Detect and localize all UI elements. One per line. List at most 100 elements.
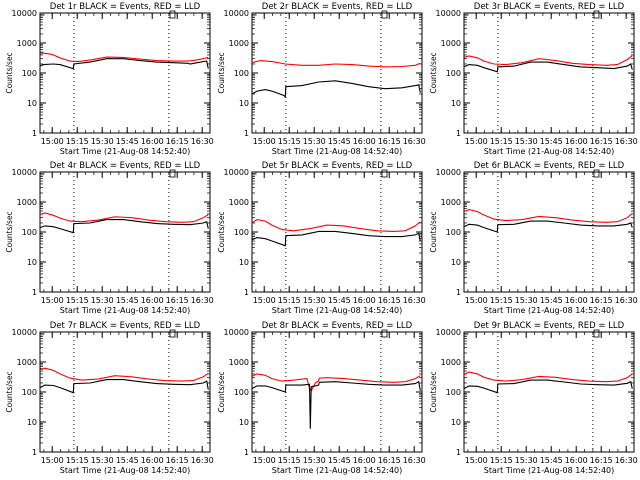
x-tick-label: 15:45 <box>328 456 351 465</box>
x-tick-label: 16:30 <box>403 296 426 305</box>
y-tick-label: 1000 <box>229 358 249 367</box>
series-line-events-black <box>251 230 421 247</box>
x-tick-label: 15:30 <box>515 137 538 146</box>
x-tick-label: 15:45 <box>328 137 351 146</box>
y-axis-label: Counts/sec <box>217 52 226 93</box>
series-line-lld-red <box>251 373 421 392</box>
x-tick-label: 15:30 <box>303 296 326 305</box>
panel-marker <box>381 329 388 338</box>
chart-panel-6: Det 6r BLACK = Events, RED = LLD 1 10 100 10… <box>429 161 638 315</box>
x-tick-label: 16:15 <box>166 137 189 146</box>
y-tick-label: 100 <box>22 69 37 78</box>
chart-title: Det 6r BLACK = Events, RED = LLD <box>474 161 625 171</box>
x-tick-label: 15:30 <box>91 296 114 305</box>
y-tick-label: 1000 <box>441 39 461 48</box>
y-tick-label: 10 <box>27 258 37 267</box>
x-tick-label: 16:30 <box>403 456 426 465</box>
x-tick-label: 15:00 <box>253 456 276 465</box>
y-tick-label: 10000 <box>12 9 37 18</box>
x-tick-label: 16:30 <box>191 137 214 146</box>
panel-marker <box>593 329 600 338</box>
x-tick-label: 16:30 <box>191 296 214 305</box>
x-tick-label: 15:15 <box>66 137 89 146</box>
x-tick-label: 15:15 <box>278 296 301 305</box>
x-tick-label: 15:45 <box>540 137 563 146</box>
chart-panel-2: Det 2r BLACK = Events, RED = LLD 1 10 100 10… <box>217 2 426 156</box>
y-tick-label: 1000 <box>17 39 37 48</box>
y-tick-label: 10000 <box>436 168 461 177</box>
x-tick-label: 16:00 <box>353 296 376 305</box>
x-tick-label: 15:45 <box>328 296 351 305</box>
y-tick-label: 10 <box>451 99 461 108</box>
y-tick-label: 100 <box>234 228 249 237</box>
series-line-lld-red <box>463 209 633 223</box>
series-line-events-black <box>39 379 209 394</box>
x-tick-label: 16:15 <box>378 296 401 305</box>
x-tick-label: 15:45 <box>540 456 563 465</box>
y-tick-label: 1000 <box>17 358 37 367</box>
y-tick-label: 1000 <box>229 198 249 207</box>
series-line-events-black <box>463 220 633 233</box>
y-tick-label: 10 <box>27 99 37 108</box>
x-tick-label: 15:45 <box>116 456 139 465</box>
y-axis-label: Counts/sec <box>5 371 14 412</box>
y-axis-label: Counts/sec <box>217 371 226 412</box>
panel-marker <box>593 169 600 178</box>
y-axis-label: Counts/sec <box>217 211 226 252</box>
y-tick-label: 10000 <box>436 328 461 337</box>
y-axis-label: Counts/sec <box>429 52 438 93</box>
y-tick-label: 100 <box>446 228 461 237</box>
y-tick-label: 10000 <box>224 168 249 177</box>
x-tick-label: 16:15 <box>378 456 401 465</box>
series-line-events-black <box>39 58 209 70</box>
x-tick-label: 15:00 <box>465 296 488 305</box>
chart-title: Det 9r BLACK = Events, RED = LLD <box>474 321 625 331</box>
x-tick-label: 15:15 <box>278 137 301 146</box>
series-line-events-black <box>463 379 633 394</box>
x-tick-label: 15:45 <box>116 137 139 146</box>
x-tick-label: 15:15 <box>490 296 513 305</box>
chart-title: Det 5r BLACK = Events, RED = LLD <box>262 161 413 171</box>
x-tick-label: 16:15 <box>378 137 401 146</box>
x-tick-label: 15:00 <box>41 296 64 305</box>
y-tick-label: 1 <box>456 288 461 297</box>
chart-panel-7: Det 7r BLACK = Events, RED = LLD 1 10 100 10… <box>5 321 214 475</box>
y-tick-label: 10 <box>27 418 37 427</box>
series-line-lld-red <box>463 55 633 66</box>
x-tick-label: 16:00 <box>141 137 164 146</box>
x-axis-label: Start Time (21-Aug-08 14:52:40) <box>272 306 403 315</box>
x-tick-label: 16:00 <box>141 296 164 305</box>
y-tick-label: 1 <box>32 448 37 457</box>
panel-marker <box>169 10 176 19</box>
x-tick-label: 15:00 <box>465 456 488 465</box>
y-tick-label: 1 <box>244 288 249 297</box>
x-axis-label: Start Time (21-Aug-08 14:52:40) <box>484 147 615 156</box>
panel-marker <box>169 169 176 178</box>
x-tick-label: 16:00 <box>353 456 376 465</box>
chart-panel-1: Det 1r BLACK = Events, RED = LLD 1 10 100 10… <box>5 2 214 156</box>
y-tick-label: 10000 <box>12 168 37 177</box>
x-tick-label: 16:15 <box>590 137 613 146</box>
x-axis-label: Start Time (21-Aug-08 14:52:40) <box>484 466 615 475</box>
panel-marker <box>169 329 176 338</box>
series-line-events-black <box>251 80 421 99</box>
chart-panel-3: Det 3r BLACK = Events, RED = LLD 1 10 100 10… <box>429 2 638 156</box>
series-line-events-black <box>39 219 209 234</box>
plot-frame <box>39 171 211 293</box>
y-tick-label: 10 <box>239 99 249 108</box>
chart-panel-5: Det 5r BLACK = Events, RED = LLD 1 10 100 10… <box>217 161 426 315</box>
y-tick-label: 100 <box>446 388 461 397</box>
plot-frame <box>39 12 211 134</box>
series-line-lld-red <box>39 52 209 63</box>
x-tick-label: 16:30 <box>615 296 638 305</box>
x-tick-label: 15:45 <box>116 296 139 305</box>
y-tick-label: 10000 <box>436 9 461 18</box>
chart-panel-9: Det 9r BLACK = Events, RED = LLD 1 10 100 10… <box>429 321 638 475</box>
y-tick-label: 10000 <box>224 9 249 18</box>
x-tick-label: 16:15 <box>590 456 613 465</box>
x-tick-label: 16:00 <box>565 296 588 305</box>
y-tick-label: 10000 <box>224 328 249 337</box>
y-tick-label: 1000 <box>441 198 461 207</box>
y-tick-label: 10 <box>239 418 249 427</box>
y-tick-label: 100 <box>234 69 249 78</box>
